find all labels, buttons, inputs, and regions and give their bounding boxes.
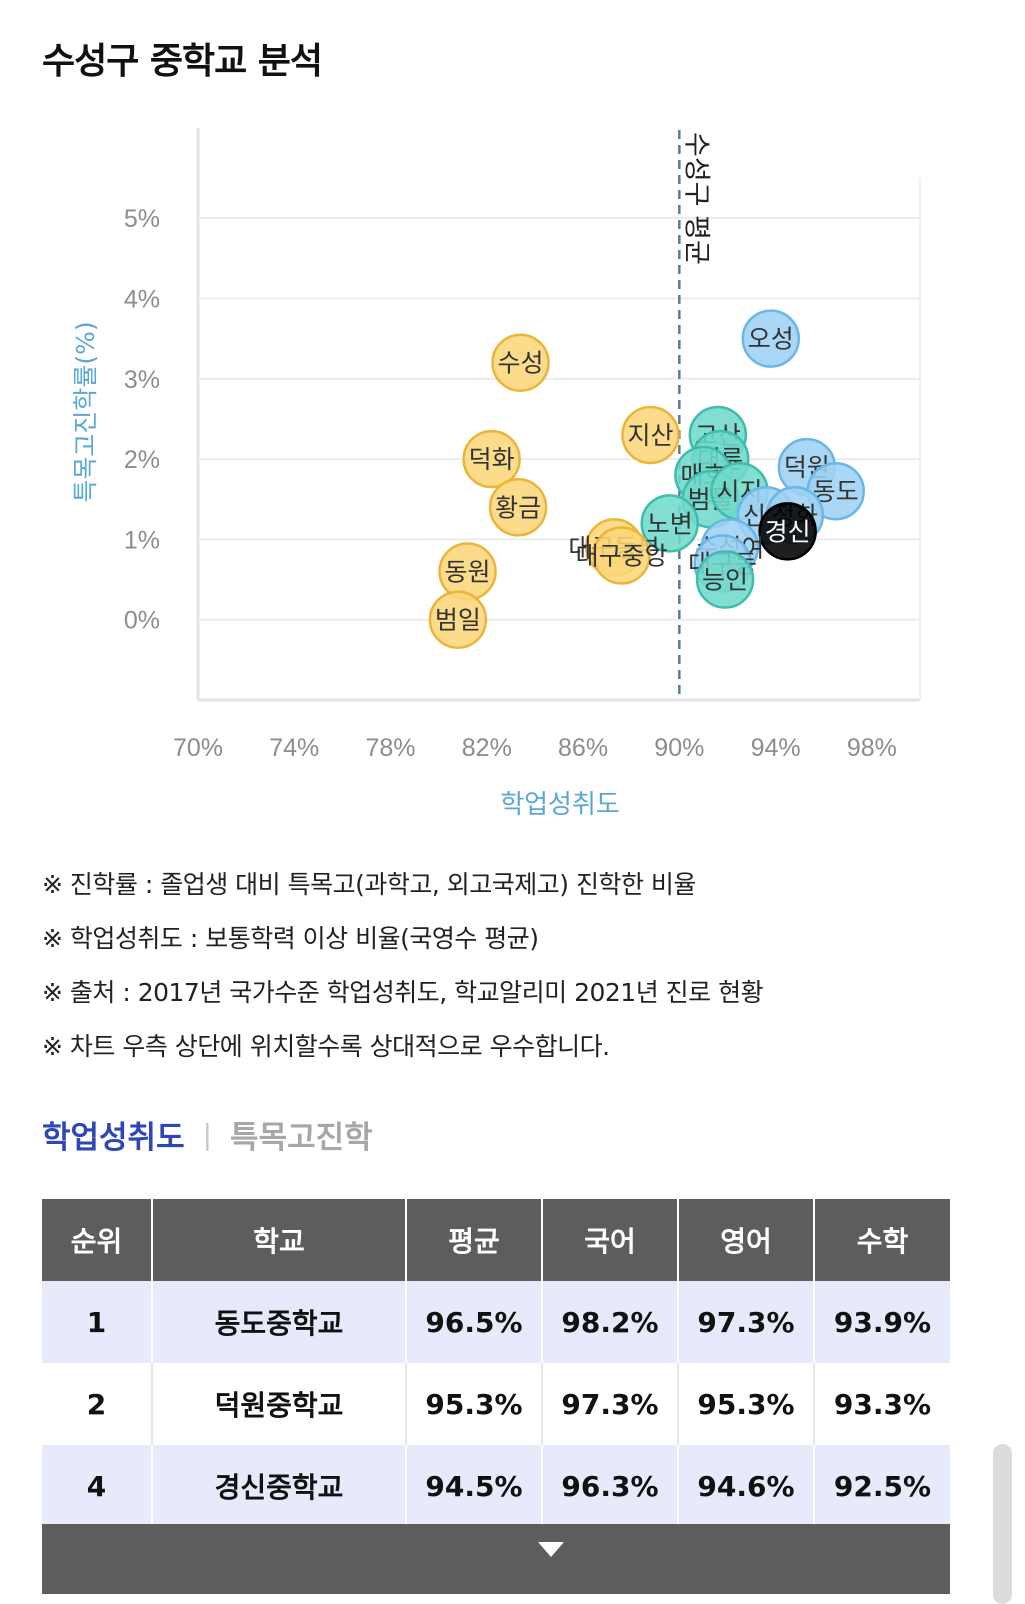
- cell-korean: 98.2%: [542, 1281, 679, 1363]
- x-tick-label: 70%: [173, 734, 223, 762]
- header-korean[interactable]: 국어: [542, 1199, 679, 1281]
- header-rank[interactable]: 순위: [42, 1199, 153, 1281]
- table-row[interactable]: 2 덕원중학교 95.3% 97.3% 95.3% 93.3%: [42, 1363, 950, 1445]
- cell-korean: 96.3%: [542, 1445, 679, 1527]
- header-average[interactable]: 평균: [406, 1199, 543, 1281]
- cell-average: 95.3%: [406, 1363, 543, 1445]
- y-tick-label: 2%: [124, 446, 160, 474]
- cell-school: 경신중학교: [152, 1445, 407, 1527]
- scrollbar-thumb[interactable]: [993, 1444, 1012, 1604]
- x-tick-label: 90%: [654, 734, 704, 762]
- tab-special-school[interactable]: 특목고진학: [230, 1120, 373, 1156]
- point-범일: [428, 590, 488, 649]
- page-title: 수성구 중학교 분석: [42, 41, 323, 82]
- point-label-지산: 지산: [627, 421, 673, 450]
- y-axis-label: 특목고진학률(%): [71, 321, 100, 502]
- triangle-down-icon: [538, 1542, 564, 1557]
- cell-average: 94.5%: [406, 1445, 543, 1527]
- cell-korean: 97.3%: [542, 1363, 679, 1445]
- cell-school: 덕원중학교: [152, 1363, 407, 1445]
- point-label-능인: 능인: [702, 566, 748, 595]
- header-math[interactable]: 수학: [814, 1199, 950, 1281]
- x-tick-label: 82%: [462, 734, 512, 762]
- note-rate-definition: ※ 진학률 : 졸업생 대비 특목고(과학고, 외고국제고) 진학한 비율: [42, 870, 696, 899]
- notes: ※ 진학률 : 졸업생 대비 특목고(과학고, 외고국제고) 진학한 비율 ※ …: [42, 862, 764, 1078]
- point-경신: [758, 502, 817, 561]
- cell-english: 94.6%: [678, 1445, 815, 1527]
- table-row[interactable]: 1 동도중학교 96.5% 98.2% 97.3% 93.9%: [42, 1281, 950, 1363]
- tab-bar: 학업성취도 | 특목고진학: [42, 1112, 373, 1157]
- point-label-대구중앙: 대구중앙: [576, 541, 668, 570]
- note-chart-guide: ※ 차트 우측 상단에 위치할수록 상대적으로 우수합니다.: [42, 1032, 610, 1061]
- header-school[interactable]: 학교: [152, 1199, 407, 1281]
- point-대구중앙: [592, 526, 651, 585]
- note-source: ※ 출처 : 2017년 국가수준 학업성취도, 학교알리미 2021년 진로 …: [42, 978, 764, 1007]
- point-label-덕화: 덕화: [469, 445, 515, 474]
- point-능인: [695, 550, 755, 609]
- cell-math: 93.9%: [814, 1281, 950, 1363]
- point-수성: [491, 333, 550, 392]
- cell-school: 동도중학교: [152, 1281, 407, 1363]
- point-지산: [621, 405, 680, 465]
- header-english[interactable]: 영어: [678, 1199, 815, 1281]
- note-achievement-definition: ※ 학업성취도 : 보통학력 이상 비율(국영수 평균): [42, 924, 539, 953]
- average-reference-label: 수성구 평균: [680, 132, 711, 265]
- point-황금: [488, 478, 548, 537]
- cell-average: 96.5%: [406, 1281, 543, 1363]
- x-tick-label: 98%: [847, 734, 897, 762]
- y-tick-label: 0%: [124, 607, 160, 635]
- scatter-chart: 5% 4% 3% 2% 1% 0% 70% 74% 78% 82% 86% 90% 94% 98% 학업성취…: [71, 128, 921, 820]
- x-tick-label: 74%: [269, 734, 319, 762]
- x-tick-label: 78%: [366, 734, 416, 762]
- y-tick-label: 5%: [124, 205, 160, 233]
- y-tick-label: 3%: [124, 366, 160, 394]
- point-label-노변: 노변: [647, 509, 693, 538]
- x-axis-label: 학업성취도: [500, 790, 620, 820]
- cell-english: 95.3%: [678, 1363, 815, 1445]
- table-header-row: 순위 학교 평균 국어 영어 수학: [42, 1199, 950, 1281]
- tab-divider: |: [202, 1118, 213, 1151]
- x-tick-label: 86%: [558, 734, 608, 762]
- point-덕화: [462, 429, 521, 489]
- y-tick-label: 1%: [124, 526, 160, 554]
- cell-rank: 4: [42, 1445, 153, 1527]
- cell-rank: 1: [42, 1281, 153, 1363]
- x-tick-label: 94%: [751, 734, 801, 762]
- point-label-경신: 경신: [765, 517, 811, 546]
- point-label-오성: 오성: [748, 325, 794, 354]
- table-row[interactable]: 4 경신중학교 94.5% 96.3% 94.6% 92.5%: [42, 1445, 950, 1527]
- point-label-수성: 수성: [497, 349, 543, 378]
- point-label-황금: 황금: [495, 493, 541, 522]
- point-label-범일: 범일: [435, 606, 481, 635]
- cell-math: 93.3%: [814, 1363, 950, 1445]
- point-노변: [640, 494, 699, 553]
- cell-english: 97.3%: [678, 1281, 815, 1363]
- tab-achievement[interactable]: 학업성취도: [42, 1120, 185, 1156]
- point-label-동원: 동원: [445, 558, 491, 587]
- ranking-table: 순위 학교 평균 국어 영어 수학 1 동도중학교 96.5% 98.2% 97…: [42, 1199, 950, 1527]
- cell-rank: 2: [42, 1363, 153, 1445]
- cell-math: 92.5%: [814, 1445, 950, 1527]
- expand-table-button[interactable]: [42, 1524, 950, 1594]
- point-오성: [741, 309, 801, 368]
- y-tick-label: 4%: [124, 285, 160, 313]
